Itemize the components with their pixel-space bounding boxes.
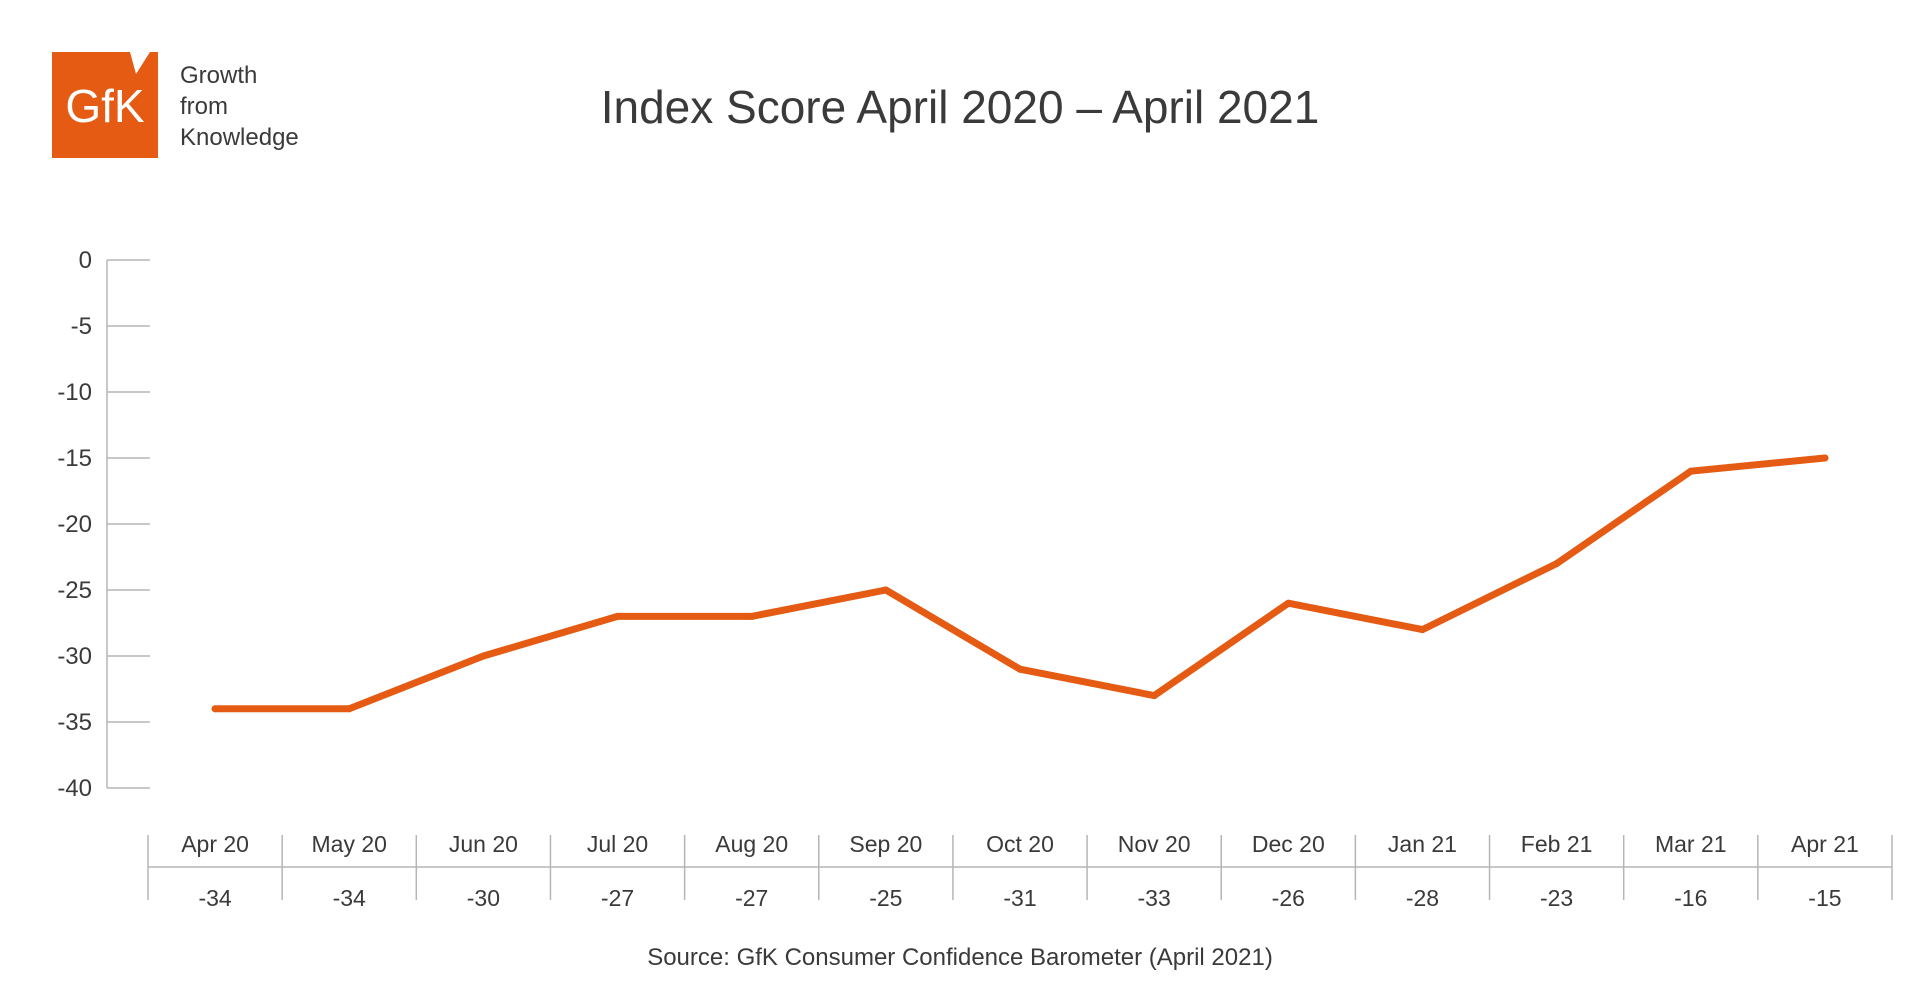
- data-value-label: -15: [1808, 885, 1841, 911]
- y-tick-label: -5: [71, 313, 92, 340]
- gfk-logo: GfK: [52, 52, 158, 158]
- x-category-label: Jan 21: [1388, 831, 1457, 857]
- data-value-label: -34: [198, 885, 231, 911]
- data-value-label: -23: [1540, 885, 1573, 911]
- logo-tagline: Growth from Knowledge: [180, 60, 299, 153]
- data-value-label: -27: [601, 885, 634, 911]
- data-point: [882, 586, 890, 594]
- data-point: [748, 612, 756, 620]
- x-category-label: Jul 20: [587, 831, 648, 857]
- data-point: [1687, 467, 1695, 475]
- data-point: [1016, 665, 1024, 673]
- y-tick-label: 0: [79, 247, 92, 274]
- x-category-label: Feb 21: [1521, 831, 1593, 857]
- x-category-label: Dec 20: [1252, 831, 1325, 857]
- data-value-label: -28: [1406, 885, 1439, 911]
- data-value-label: -34: [333, 885, 366, 911]
- data-value-label: -26: [1272, 885, 1305, 911]
- y-tick-label: -30: [57, 643, 92, 670]
- x-category-label: Aug 20: [715, 831, 788, 857]
- tagline-line-3: Knowledge: [180, 124, 299, 151]
- y-tick-label: -10: [57, 379, 92, 406]
- y-tick-label: -25: [57, 577, 92, 604]
- data-value-label: -30: [467, 885, 500, 911]
- data-point: [1150, 692, 1158, 700]
- chart-title: Index Score April 2020 – April 2021: [600, 81, 1320, 133]
- y-tick-label: -15: [57, 445, 92, 472]
- source-note: Source: GfK Consumer Confidence Baromete…: [647, 944, 1273, 971]
- data-value-label: -27: [735, 885, 768, 911]
- data-point: [211, 705, 219, 713]
- data-value-label: -25: [869, 885, 902, 911]
- x-category-label: Apr 21: [1791, 831, 1859, 857]
- data-point: [1418, 626, 1426, 634]
- x-category-label: May 20: [312, 831, 387, 857]
- data-point: [1284, 599, 1292, 607]
- x-category-label: Sep 20: [849, 831, 922, 857]
- x-category-label: Mar 21: [1655, 831, 1727, 857]
- gfk-logo-text: GfK: [65, 80, 145, 132]
- x-category-label: Oct 20: [986, 831, 1054, 857]
- tagline-line-1: Growth: [180, 62, 258, 89]
- data-point: [1821, 454, 1829, 462]
- y-tick-label: -35: [57, 709, 92, 736]
- y-tick-label: -20: [57, 511, 92, 538]
- data-value-label: -31: [1003, 885, 1036, 911]
- data-point: [479, 652, 487, 660]
- tagline-line-2: from: [180, 93, 228, 120]
- y-tick-label: -40: [57, 775, 92, 802]
- data-point: [345, 705, 353, 713]
- data-point: [614, 612, 622, 620]
- x-category-label: Apr 20: [181, 831, 249, 857]
- x-category-label: Nov 20: [1118, 831, 1191, 857]
- data-point: [1553, 560, 1561, 568]
- x-category-label: Jun 20: [449, 831, 518, 857]
- data-value-label: -16: [1674, 885, 1707, 911]
- logo-slash-icon: [130, 52, 150, 74]
- data-value-label: -33: [1138, 885, 1171, 911]
